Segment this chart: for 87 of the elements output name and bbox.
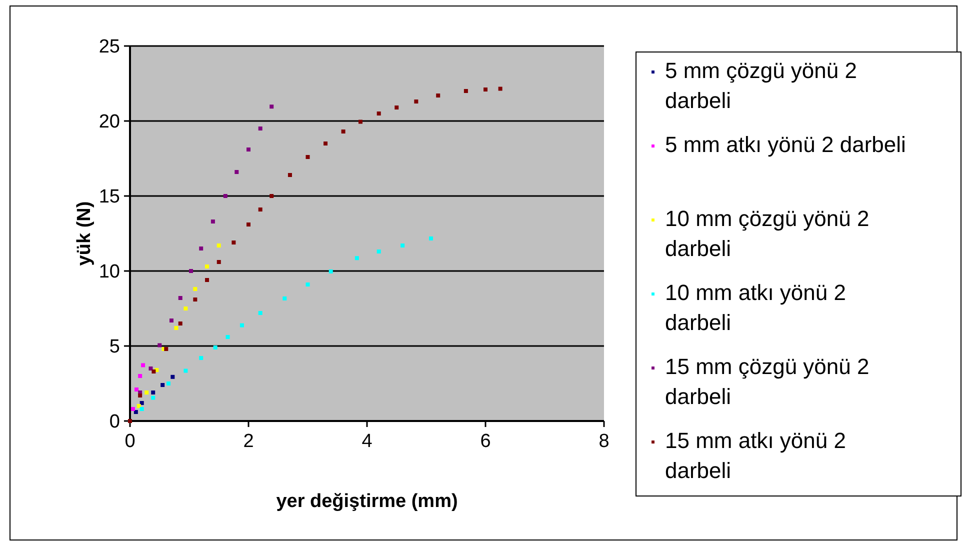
point xyxy=(184,306,188,310)
point xyxy=(258,126,262,130)
y-tick-label: 0 xyxy=(109,412,120,433)
point xyxy=(140,407,144,411)
y-tick-label: 10 xyxy=(98,262,120,283)
point xyxy=(184,368,188,373)
point xyxy=(394,106,399,110)
point xyxy=(288,173,292,177)
point xyxy=(134,410,138,414)
point xyxy=(226,335,230,339)
point xyxy=(210,220,215,224)
point xyxy=(178,322,182,326)
point xyxy=(140,401,144,405)
point xyxy=(205,278,210,282)
y-tick-label: 25 xyxy=(98,36,120,58)
point xyxy=(428,236,433,240)
legend-label: 5 mm çözgü yönü 2 darbeli xyxy=(665,58,857,113)
point xyxy=(164,347,168,351)
point xyxy=(282,296,287,300)
point xyxy=(144,390,149,394)
point xyxy=(138,394,142,398)
point xyxy=(130,407,135,411)
point xyxy=(464,89,468,93)
point xyxy=(170,374,175,379)
x-tick-label: 2 xyxy=(243,431,254,452)
x-tick-label: 0 xyxy=(124,431,136,452)
point xyxy=(498,86,502,91)
x-tick-label: 8 xyxy=(598,431,610,452)
legend-label: 5 mm atkı yönü 2 darbeli xyxy=(665,132,906,157)
point xyxy=(169,318,174,322)
point xyxy=(258,311,262,315)
x-axis-title: yer değiştirme (mm) xyxy=(276,491,458,512)
point xyxy=(138,374,142,378)
y-tick-label: 20 xyxy=(98,112,120,133)
point xyxy=(158,343,162,348)
point xyxy=(160,383,165,387)
point xyxy=(306,282,310,286)
point xyxy=(234,170,239,174)
x-tick-label: 4 xyxy=(362,431,373,452)
y-tick-label: 5 xyxy=(109,336,120,358)
point xyxy=(199,246,204,250)
point xyxy=(151,390,156,394)
point xyxy=(258,208,262,212)
point xyxy=(341,130,346,134)
point xyxy=(213,346,218,350)
point xyxy=(306,155,310,159)
point xyxy=(400,244,405,248)
legend-label: 15 mm atkı yönü 2 darbeli xyxy=(665,428,846,483)
point xyxy=(223,194,228,198)
point xyxy=(270,194,274,198)
point xyxy=(328,269,333,274)
point xyxy=(436,94,440,98)
point xyxy=(152,370,156,374)
point xyxy=(414,100,418,104)
point xyxy=(136,404,141,408)
point xyxy=(324,142,328,146)
point xyxy=(484,88,488,92)
point xyxy=(246,148,250,152)
point xyxy=(205,264,210,268)
y-axis-title: yük (N) xyxy=(74,201,95,266)
point xyxy=(240,323,244,328)
point xyxy=(178,296,182,300)
point xyxy=(376,250,381,254)
point xyxy=(376,112,381,116)
x-tick-label: 6 xyxy=(480,431,491,452)
point xyxy=(174,326,178,330)
point xyxy=(358,120,362,124)
point xyxy=(193,287,198,291)
point xyxy=(134,388,139,392)
point xyxy=(216,260,221,264)
point xyxy=(141,363,146,368)
point xyxy=(166,382,171,386)
legend-label: 10 mm çözgü yönü 2 darbeli xyxy=(665,206,870,261)
legend-label: 15 mm çözgü yönü 2 darbeli xyxy=(665,354,870,409)
point xyxy=(128,419,132,423)
point xyxy=(151,396,156,400)
point xyxy=(216,244,221,248)
point xyxy=(354,256,359,260)
point xyxy=(148,366,153,370)
y-tick-label: 15 xyxy=(98,186,120,208)
point xyxy=(270,104,274,109)
point xyxy=(199,356,204,360)
point xyxy=(232,240,236,244)
point xyxy=(193,298,198,302)
legend-label: 10 mm atkı yönü 2 darbeli xyxy=(665,280,846,335)
point xyxy=(246,222,250,226)
point xyxy=(189,269,194,273)
